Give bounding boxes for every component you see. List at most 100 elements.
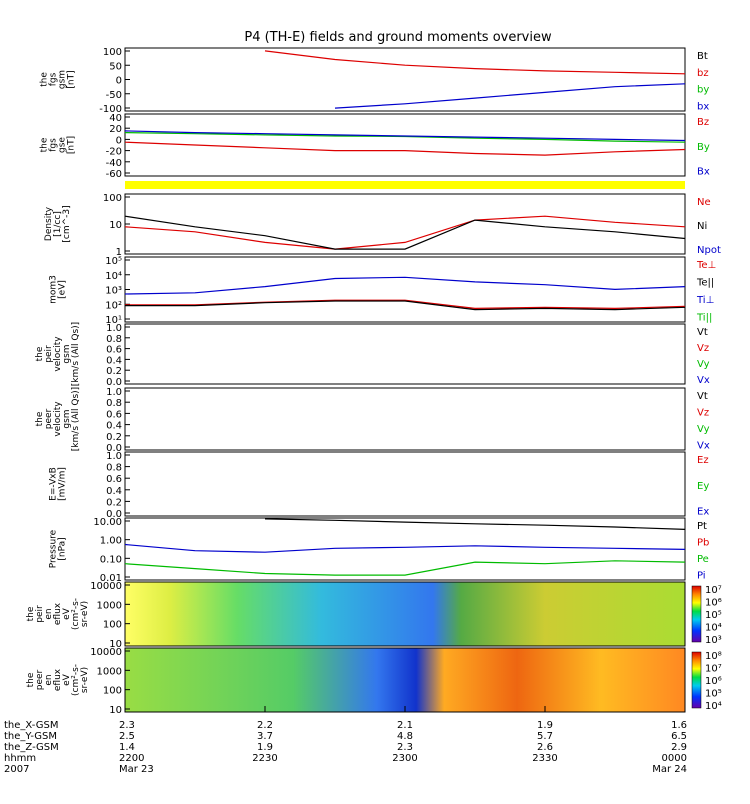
y-tick-label: 0.01 [100,573,122,584]
y-axis-label: E=-VxB [49,467,59,501]
y-tick-label: 0.0 [106,443,122,454]
y-axis-label: en [44,608,54,619]
legend-Ti⊥: Ti⊥ [696,295,714,306]
legend-Vy: Vy [697,424,710,435]
y-axis-label: [nT] [67,70,77,88]
y-tick-label: 0.0 [106,509,122,520]
x-row-label: the_X-GSM [4,720,58,731]
colorbar-tick-label: 10⁵ [705,610,722,621]
panel-frame [124,113,686,177]
series-Bx [124,130,686,142]
legend-Ne: Ne [697,197,711,208]
y-axis-label: gsm [62,344,72,363]
y-axis-label: [km/s (All Qs)] [71,387,81,451]
y-axis-label: Density [44,206,54,241]
legend-bx: bx [697,102,709,113]
series-Te⊥ [125,299,686,310]
legend-Bt: Bt [697,51,708,62]
legend-Pi: Pi [697,571,706,582]
y-axis-label: Pressure [49,529,59,568]
x-tick-label: 2.9 [671,742,687,753]
y-axis-label: [1/cc] [53,211,63,237]
panel-e-field: 1.00.80.60.40.20.0 E=-VxB [mV/m] Ez Ey Ex [49,451,710,520]
panel-frame [124,581,686,647]
legend-Pe: Pe [697,554,709,565]
panel-temperature: 10⁵ 10⁴ 10³ 10² 10¹ mom3 [eV] Te⊥ Te|| Ti⊥ Ti|| [49,256,717,326]
quality-flag-bar [125,181,685,189]
legend-by: by [697,85,709,96]
colorbar-tick-label: 10⁷ [705,664,722,675]
y-tick-label: 0.2 [106,432,122,443]
legend-Vx: Vx [697,375,710,386]
y-axis-label: fgs [49,72,59,86]
series-Ne [124,215,686,250]
x-axis-group: the_X-GSMthe_Y-GSMthe_Z-GSMhhmm20072.32.… [4,706,687,775]
y-axis-label: eV [62,673,72,686]
y-axis-label: the [40,72,50,87]
y-tick-label: 100 [103,193,122,204]
legend-Vz: Vz [697,408,709,419]
y-tick-label: 10 [109,639,122,650]
y-tick-label: -100 [99,104,122,115]
y-axis-label: (cm²-s- [71,664,81,696]
y-tick-label: 0.6 [106,409,122,420]
series-Te|| [125,300,686,311]
y-axis-label: gsm [62,409,72,428]
y-axis-label: velocity [53,401,63,437]
colorbar-tick-label: 10⁶ [705,676,722,687]
x-tick-label: 4.8 [397,731,413,742]
legend-Vx: Vx [697,441,710,452]
y-axis-label: [eV] [58,280,68,299]
y-tick-label: 1.0 [106,387,122,398]
y-axis-label: sr-eV) [80,667,90,693]
y-tick-label: 1 [116,247,122,258]
legend-Ez: Ez [697,455,709,466]
panel-frame [124,47,686,112]
y-axis-label: sr-eV) [80,601,90,627]
y-tick-label: 10000 [90,581,122,592]
x-tick-label: 1.4 [119,742,135,753]
y-axis-label: gsm [58,70,68,89]
x-tick-label: 2330 [532,753,557,764]
y-axis-label: peir [35,605,45,623]
x-tick-label: 2.2 [257,720,273,731]
x-tick-label: 1.6 [671,720,687,731]
series-Ti⊥ [124,276,686,295]
panel-peer-velocity: 1.00.80.60.40.20.0 the peer velocity gsm [km/… [35,387,710,454]
x-tick-label: 1.9 [257,742,273,753]
y-tick-label: -40 [106,158,122,169]
x-tick-label: 2.1 [397,720,413,731]
panel-frame [124,323,686,385]
x-tick-label: 6.5 [671,731,687,742]
series-Pe [124,560,686,576]
spectrogram-image [125,582,685,646]
y-tick-label: 0.4 [106,355,122,366]
x-tick-label: Mar 24 [652,764,687,775]
y-axis-label: the [26,606,36,621]
x-row-label: 2007 [4,764,29,775]
panel-frame [124,387,686,451]
panel-frame [124,451,686,517]
x-tick-label: 0000 [662,753,687,764]
y-axis-label: mom3 [49,275,59,304]
series-Ni [124,215,686,250]
y-tick-label: 100 [103,47,122,58]
y-axis-label: peer [35,669,45,690]
y-tick-label: -50 [106,90,122,101]
figure-title: P4 (TH-E) fields and ground moments over… [244,30,552,45]
y-axis-label: [nPa] [58,537,68,560]
y-tick-label: 10² [105,300,122,311]
y-axis-label: [nT] [67,136,77,154]
colorbar-tick-label: 10⁵ [705,689,722,700]
panel-frame [124,193,686,255]
y-axis-label: (cm²-s- [71,598,81,630]
legend-Vy: Vy [697,359,710,370]
series-By [124,132,686,143]
series-Pt [264,518,686,530]
y-tick-label: 1000 [97,666,122,677]
y-tick-label: -60 [106,169,122,180]
x-tick-label: 2.5 [119,731,135,742]
